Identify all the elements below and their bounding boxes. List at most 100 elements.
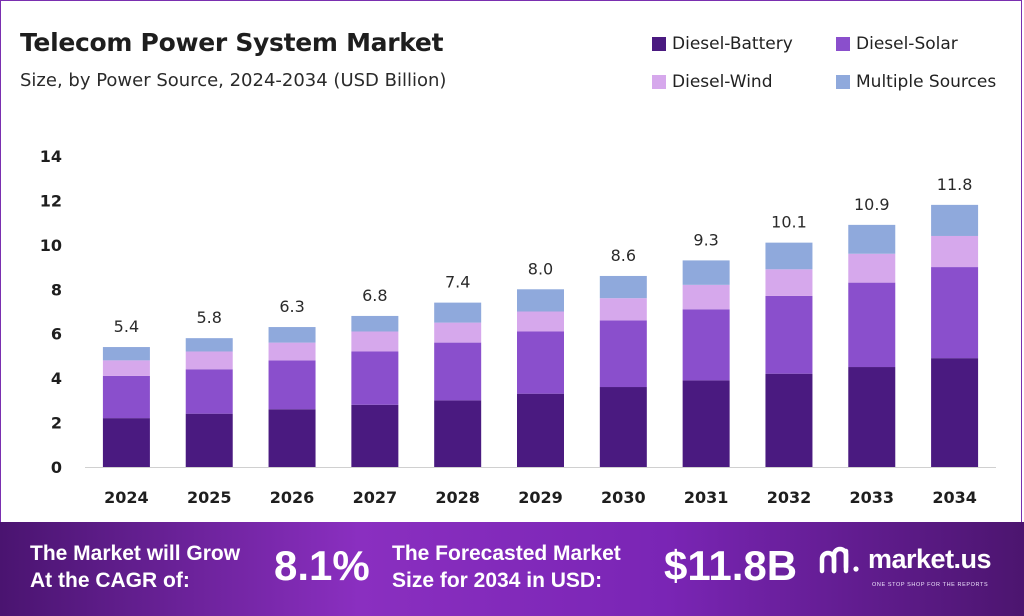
market-us-logo-icon (819, 546, 859, 573)
bar-segment-multiple-sources (848, 224, 896, 254)
bar-segment-diesel-solar (848, 282, 896, 368)
legend-swatch (836, 37, 850, 51)
bar-segment-multiple-sources (931, 204, 979, 236)
bar-segment-diesel-battery (185, 413, 233, 467)
bar-segment-diesel-wind (351, 331, 399, 352)
y-tick-label: 0 (51, 458, 62, 477)
bar-segment-diesel-battery (682, 380, 730, 467)
bar-segment-multiple-sources (517, 289, 564, 312)
bar-segment-diesel-wind (185, 351, 233, 370)
x-tick-label: 2024 (104, 488, 149, 507)
bar-segment-multiple-sources (765, 242, 813, 270)
forecast-label-line1: The Forecasted Market (392, 542, 621, 565)
x-tick-label: 2030 (601, 488, 646, 507)
bar-segment-diesel-wind (765, 269, 813, 296)
legend-item-diesel-battery: Diesel-Battery (652, 34, 793, 54)
y-tick-label: 10 (40, 236, 62, 255)
bar-chart: 0 2 4 6 8 10 12 14 5.4 2024 5.8 2025 6.3 2026 6.8 2027 7… (40, 147, 996, 507)
bar-segment-diesel-wind (102, 360, 150, 376)
y-tick-label: 12 (40, 191, 62, 210)
bar-segment-diesel-wind (682, 284, 730, 310)
legend-item-diesel-wind: Diesel-Wind (652, 72, 772, 92)
bar-segment-diesel-solar (185, 369, 233, 414)
bar-segment-diesel-battery (517, 393, 564, 467)
legend-swatch (652, 75, 666, 89)
forecast-label: The Forecasted Market Size for 2034 in U… (392, 540, 621, 594)
x-tick-label: 2026 (270, 488, 315, 507)
bar-segment-diesel-wind (517, 311, 564, 332)
footer-banner: The Market will Grow At the CAGR of: 8.1… (0, 522, 1024, 616)
bar-segment-diesel-solar (351, 351, 399, 405)
legend-label: Diesel-Solar (856, 34, 958, 54)
bar-segment-multiple-sources (434, 302, 482, 323)
bar-segment-diesel-battery (765, 373, 813, 467)
cagr-label-line2: At the CAGR of: (30, 569, 190, 592)
bar-segment-diesel-battery (268, 409, 316, 467)
legend-item-multiple-sources: Multiple Sources (836, 72, 996, 92)
bar-segment-multiple-sources (268, 327, 316, 343)
bar-segment-diesel-battery (102, 418, 150, 467)
legend-label: Multiple Sources (856, 72, 997, 92)
forecast-value: $11.8B (664, 542, 798, 589)
x-tick-label: 2033 (850, 488, 895, 507)
y-tick-label: 8 (51, 280, 62, 299)
brand-logo: market.us (818, 544, 992, 575)
forecast-label-line2: Size for 2034 in USD: (392, 569, 603, 592)
y-tick-label: 6 (51, 325, 62, 344)
cagr-value: 8.1% (274, 542, 370, 589)
bar-segment-diesel-wind (268, 342, 316, 361)
bar-segment-diesel-wind (848, 253, 896, 283)
y-tick-label: 4 (51, 369, 62, 388)
bar-segment-diesel-wind (599, 298, 647, 321)
x-tick-label: 2034 (932, 488, 977, 507)
bar-total-label: 6.8 (362, 286, 387, 305)
bar-segment-diesel-solar (517, 331, 564, 394)
x-tick-label: 2031 (684, 488, 729, 507)
brand-name: market.us (868, 544, 992, 574)
bar-segment-diesel-solar (268, 360, 316, 410)
legend-swatch (652, 37, 666, 51)
bar-segment-diesel-solar (599, 320, 647, 388)
bar-segment-multiple-sources (351, 315, 399, 332)
legend-label: Diesel-Battery (672, 34, 793, 54)
bar-segment-multiple-sources (599, 275, 647, 299)
bar-total-label: 9.3 (693, 230, 718, 249)
bar-segment-diesel-battery (434, 400, 482, 467)
bar-total-label: 7.4 (445, 273, 470, 292)
bar-total-label: 8.0 (528, 259, 553, 278)
y-tick-label: 14 (40, 147, 62, 166)
bar-segment-multiple-sources (102, 347, 150, 361)
x-tick-label: 2027 (353, 488, 398, 507)
bar-segment-diesel-battery (931, 358, 979, 467)
bar-total-label: 5.4 (114, 317, 139, 336)
bar-segment-diesel-solar (434, 342, 482, 401)
brand-tagline: ONE STOP SHOP FOR THE REPORTS (872, 582, 989, 588)
bar-segment-diesel-solar (682, 309, 730, 381)
cagr-label-line1: The Market will Grow (30, 542, 241, 565)
bar-segment-diesel-wind (434, 322, 482, 343)
x-tick-label: 2028 (435, 488, 480, 507)
chart-title: Telecom Power System Market (20, 28, 444, 57)
x-tick-label: 2025 (187, 488, 232, 507)
bar-total-label: 5.8 (197, 308, 222, 327)
x-tick-label: 2029 (518, 488, 563, 507)
bar-segment-multiple-sources (682, 260, 730, 285)
bar-segment-diesel-solar (102, 375, 150, 419)
bar-segment-diesel-battery (351, 404, 399, 467)
bar-total-label: 10.9 (854, 195, 890, 214)
bar-segment-diesel-solar (765, 295, 813, 374)
legend-item-diesel-solar: Diesel-Solar (836, 34, 958, 54)
bar-segment-multiple-sources (185, 338, 233, 352)
bar-segment-diesel-wind (931, 235, 979, 268)
cagr-label: The Market will Grow At the CAGR of: (30, 540, 240, 594)
bar-segment-diesel-battery (848, 367, 896, 467)
y-tick-label: 2 (51, 414, 62, 433)
bar-segment-diesel-solar (931, 267, 979, 359)
legend-label: Diesel-Wind (672, 72, 773, 92)
legend-swatch (836, 75, 850, 89)
x-tick-label: 2032 (767, 488, 812, 507)
bar-total-label: 11.8 (937, 175, 973, 194)
bar-total-label: 10.1 (771, 213, 807, 232)
bar-segment-diesel-battery (599, 387, 647, 467)
bar-total-label: 8.6 (611, 246, 636, 265)
